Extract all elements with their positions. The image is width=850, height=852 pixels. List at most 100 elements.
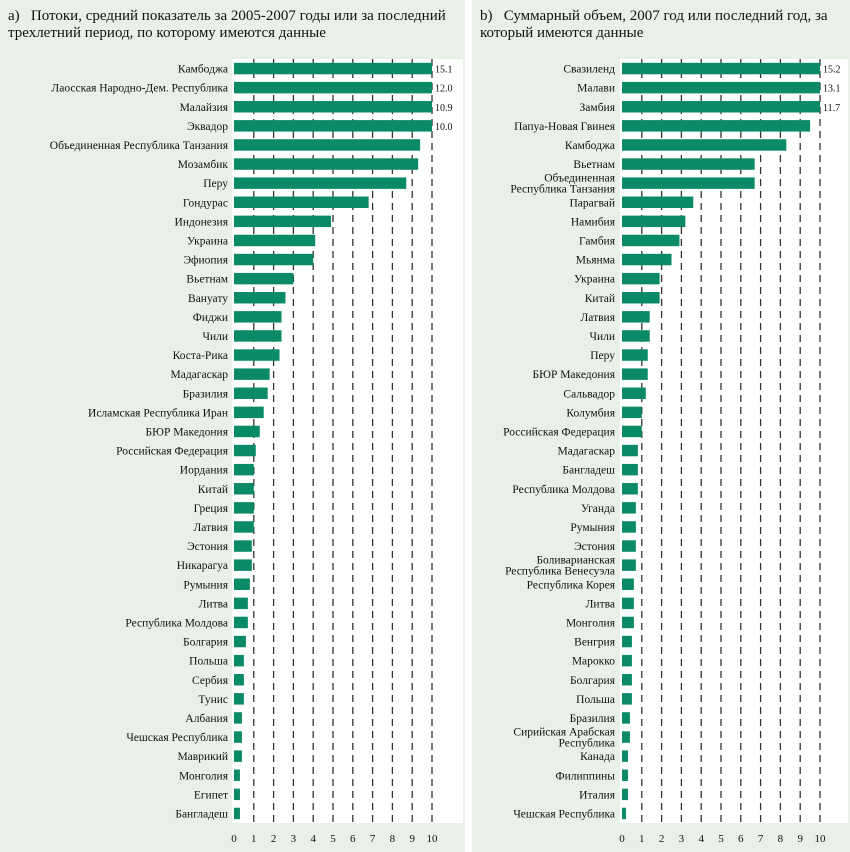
x-tick-label: 3 bbox=[679, 833, 685, 845]
data-label: 10.0 bbox=[435, 122, 453, 133]
panel-b-title: b) Суммарный объем, 2007 год или последн… bbox=[480, 8, 832, 41]
data-label: 15.1 bbox=[435, 65, 453, 76]
bar bbox=[622, 540, 636, 552]
bar bbox=[622, 654, 632, 667]
category-label: Болгария bbox=[183, 637, 229, 649]
category-label: Албания bbox=[185, 713, 228, 725]
x-tick-label: 4 bbox=[310, 833, 316, 845]
bar bbox=[234, 693, 244, 705]
category-label: Камбоджа bbox=[178, 64, 228, 76]
category-label: Украина bbox=[187, 235, 228, 247]
bar bbox=[622, 635, 632, 648]
bar bbox=[622, 616, 634, 629]
category-label: Гамбия bbox=[579, 235, 616, 247]
bar bbox=[622, 559, 636, 571]
category-label: Италия bbox=[579, 789, 616, 801]
category-label: Румыния bbox=[570, 522, 615, 534]
category-label: Намибия bbox=[571, 216, 616, 228]
bar bbox=[234, 62, 432, 75]
category-label: Лаосская Народно-Дем. Республика bbox=[51, 83, 228, 95]
category-label: Китай bbox=[198, 484, 228, 496]
bar bbox=[234, 253, 314, 266]
bar bbox=[622, 139, 787, 151]
bar bbox=[622, 807, 626, 820]
bar bbox=[622, 674, 632, 686]
category-label: Бразилия bbox=[183, 388, 229, 400]
bar bbox=[234, 292, 286, 304]
category-label: Парагвай bbox=[569, 197, 615, 209]
bar bbox=[622, 272, 660, 285]
x-tick-label: 7 bbox=[370, 833, 376, 845]
category-label: Украина bbox=[574, 274, 615, 286]
bar bbox=[234, 272, 294, 285]
category-label: Боливарианская Республика Венесуэла bbox=[505, 555, 616, 578]
category-label: Эквадор bbox=[187, 121, 228, 133]
category-label: Перу bbox=[203, 178, 228, 190]
category-label: Румыния bbox=[183, 579, 228, 591]
bar bbox=[234, 616, 248, 629]
x-tick-label: 3 bbox=[291, 833, 297, 845]
bar bbox=[622, 750, 628, 762]
category-label: Объединенная Республика Танзания bbox=[50, 140, 229, 152]
bar bbox=[234, 654, 244, 667]
bar bbox=[622, 196, 694, 208]
x-tick-label: 5 bbox=[330, 833, 336, 845]
bar bbox=[234, 349, 280, 361]
data-label: 11.7 bbox=[823, 103, 840, 114]
category-label: Монголия bbox=[566, 617, 616, 629]
category-label: Чешская Республика bbox=[126, 732, 228, 744]
category-label: Латвия bbox=[193, 522, 228, 534]
category-label: Сальвадор bbox=[563, 388, 615, 400]
x-tick-label: 7 bbox=[758, 833, 764, 845]
category-label: Эстония bbox=[574, 541, 616, 553]
category-label: Республика Корея bbox=[527, 579, 616, 591]
category-label: Российская Федерация bbox=[116, 446, 229, 458]
category-label: Гондурас bbox=[183, 197, 228, 209]
category-label: Никарагуа bbox=[177, 560, 228, 572]
bar bbox=[234, 234, 316, 247]
category-label: Венгрия bbox=[574, 637, 616, 649]
x-tick-label: 9 bbox=[409, 833, 415, 845]
bar bbox=[234, 387, 268, 399]
category-label: Исламская Республика Иран bbox=[88, 407, 228, 419]
x-tick-label: 1 bbox=[251, 833, 257, 845]
category-label: Бангладеш bbox=[175, 808, 228, 820]
bar bbox=[234, 521, 254, 533]
data-label: 12.0 bbox=[435, 84, 453, 95]
bar bbox=[622, 120, 811, 132]
x-tick-label: 9 bbox=[797, 833, 803, 845]
bar bbox=[234, 139, 421, 151]
bar bbox=[622, 234, 680, 247]
bar bbox=[622, 330, 650, 342]
category-label: Республика Молдова bbox=[125, 617, 228, 629]
bar bbox=[622, 597, 634, 610]
bar bbox=[622, 425, 642, 438]
category-label: Вьетнам bbox=[186, 274, 228, 286]
bar bbox=[234, 788, 240, 801]
bar bbox=[622, 101, 820, 113]
bar bbox=[622, 502, 636, 514]
bar bbox=[622, 693, 632, 705]
category-label: Эстония bbox=[187, 541, 229, 553]
data-label: 15.2 bbox=[823, 65, 841, 76]
panel-b: b) Суммарный объем, 2007 год или последн… bbox=[472, 0, 850, 852]
x-tick-label: 0 bbox=[619, 833, 625, 845]
bar bbox=[622, 177, 755, 189]
category-label: Чили bbox=[202, 331, 228, 343]
x-tick-label: 8 bbox=[390, 833, 396, 845]
bar bbox=[622, 483, 638, 495]
bar bbox=[622, 311, 650, 323]
bar bbox=[234, 750, 242, 762]
bar bbox=[622, 521, 636, 533]
category-label: Маврикий bbox=[177, 751, 228, 763]
category-label: Вануату bbox=[188, 293, 228, 305]
category-label: Польша bbox=[576, 694, 615, 706]
category-label: Литва bbox=[199, 598, 228, 610]
bar bbox=[234, 425, 260, 438]
bar bbox=[622, 769, 628, 781]
bar bbox=[234, 807, 240, 820]
category-label: Уганда bbox=[581, 503, 615, 515]
bar bbox=[622, 158, 755, 170]
category-label: Республика Молдова bbox=[512, 484, 615, 496]
bar bbox=[622, 387, 646, 399]
